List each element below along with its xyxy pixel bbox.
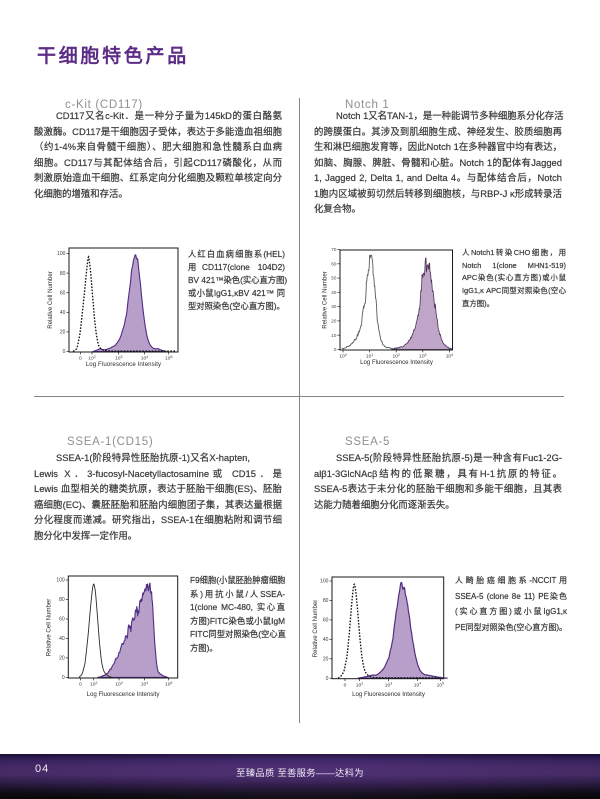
svg-text:104: 104 [141, 681, 148, 688]
svg-text:100: 100 [320, 579, 329, 585]
svg-text:0: 0 [63, 349, 66, 355]
svg-text:Log Fluorescence Intensity: Log Fluorescence Intensity [86, 361, 162, 368]
svg-text:80: 80 [60, 271, 66, 277]
svg-text:60: 60 [323, 618, 329, 624]
svg-text:Relative Cell Number: Relative Cell Number [46, 599, 53, 657]
svg-text:40: 40 [60, 310, 66, 316]
svg-text:Relative Cell Number: Relative Cell Number [312, 600, 319, 658]
svg-text:102: 102 [356, 682, 363, 689]
svg-text:40: 40 [323, 637, 329, 643]
svg-text:40: 40 [331, 290, 337, 295]
svg-text:104: 104 [141, 355, 148, 362]
svg-text:100: 100 [57, 251, 66, 257]
svg-text:105: 105 [165, 681, 172, 688]
svg-text:100: 100 [56, 578, 65, 584]
svg-text:70: 70 [331, 247, 337, 252]
svg-text:80: 80 [323, 598, 329, 604]
svg-text:104: 104 [446, 353, 453, 360]
svg-text:100: 100 [339, 353, 346, 360]
svg-text:104: 104 [414, 682, 421, 689]
svg-text:50: 50 [331, 276, 337, 281]
svg-text:103: 103 [115, 355, 122, 362]
svg-text:103: 103 [115, 681, 122, 688]
svg-text:0: 0 [79, 682, 82, 688]
svg-text:20: 20 [331, 319, 337, 324]
svg-text:20: 20 [60, 330, 66, 336]
svg-text:20: 20 [59, 656, 65, 662]
svg-text:103: 103 [385, 682, 392, 689]
svg-text:Log Fluorescence Intensity: Log Fluorescence Intensity [352, 691, 426, 698]
svg-text:0: 0 [62, 675, 65, 681]
svg-text:60: 60 [59, 617, 65, 623]
svg-text:60: 60 [331, 261, 337, 266]
svg-text:0: 0 [79, 356, 82, 362]
svg-text:0: 0 [344, 682, 347, 688]
svg-text:Relative Cell Number: Relative Cell Number [47, 271, 54, 329]
svg-text:105: 105 [165, 355, 172, 362]
svg-text:Log Fluorescence Intensity: Log Fluorescence Intensity [360, 359, 434, 366]
svg-text:102: 102 [90, 681, 97, 688]
svg-text:20: 20 [323, 657, 329, 663]
svg-text:Relative Cell Number: Relative Cell Number [322, 271, 329, 329]
svg-text:10: 10 [331, 333, 337, 338]
svg-text:101: 101 [366, 353, 373, 360]
svg-text:105: 105 [437, 682, 444, 689]
svg-text:102: 102 [392, 353, 399, 360]
svg-text:60: 60 [60, 290, 66, 296]
svg-text:30: 30 [331, 304, 337, 309]
svg-text:40: 40 [59, 636, 65, 642]
svg-text:0: 0 [326, 676, 329, 682]
svg-text:Log Fluorescence Intensity: Log Fluorescence Intensity [87, 691, 161, 698]
svg-text:80: 80 [59, 597, 65, 603]
svg-text:102: 102 [88, 355, 95, 362]
svg-text:0: 0 [334, 347, 337, 352]
svg-text:103: 103 [419, 353, 426, 360]
